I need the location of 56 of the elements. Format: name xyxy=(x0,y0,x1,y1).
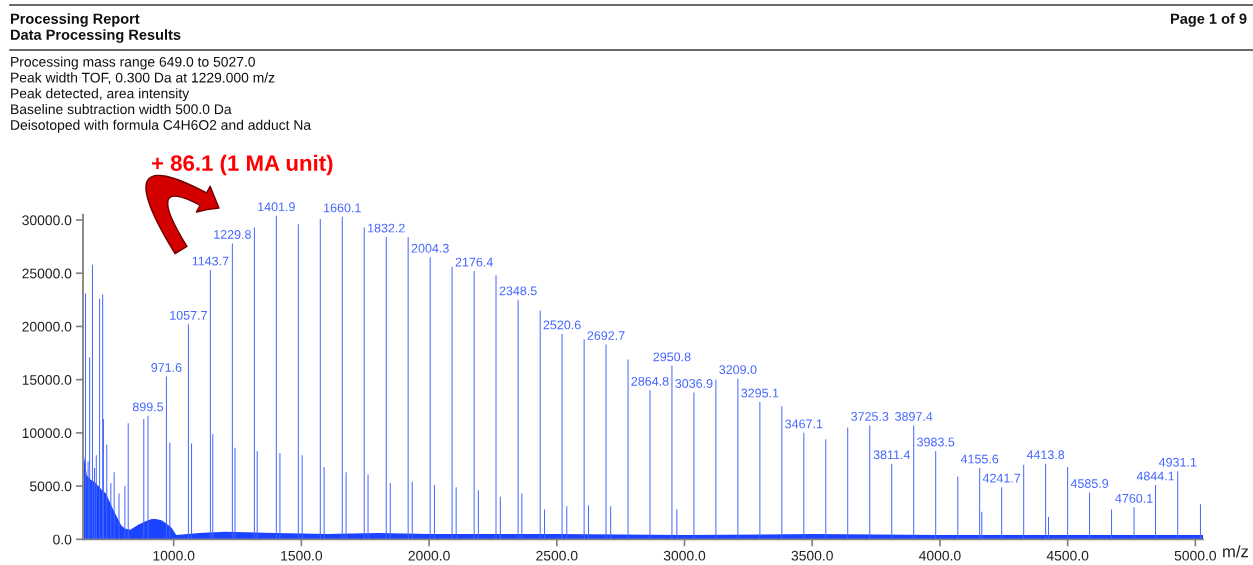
annotation: 1401.9 xyxy=(258,202,295,212)
chart-subtitle: Data Processing Results xyxy=(10,29,181,43)
annotation: 3811.4 xyxy=(873,450,911,460)
text: Processing mass range 649.0 to 5027.0 xyxy=(11,56,255,70)
annotation: 4413.8 xyxy=(1026,450,1065,460)
text: Baseline subtraction width 500.0 Da xyxy=(11,103,232,115)
annotation: 4760.1 xyxy=(1115,493,1153,503)
annotation: 1057.7 xyxy=(170,310,207,320)
annotation: 899.5 xyxy=(132,402,164,412)
annotation: 4241.7 xyxy=(982,473,1021,483)
y-tick-label: 5000.0 xyxy=(29,481,72,492)
annotation: 1660.1 xyxy=(324,203,361,213)
annotation: 2348.5 xyxy=(499,286,537,296)
y-tick-label: 25000.0 xyxy=(22,268,72,279)
annotation: 1229.8 xyxy=(214,230,251,239)
y-tick-label: 30000.0 xyxy=(22,215,72,226)
annotation: 4585.9 xyxy=(1070,479,1109,488)
annotation: 3983.5 xyxy=(917,437,955,447)
text: + 86.1 (1 MA unit) xyxy=(151,154,333,176)
annotation: 3036.9 xyxy=(675,379,713,388)
annotation: 3725.3 xyxy=(851,412,889,421)
x-tick-label: 5000.0 xyxy=(1174,550,1217,561)
x-tick-label: 2000.0 xyxy=(408,550,450,561)
x-axis-title: m/z xyxy=(1223,545,1249,558)
annotation: 971.6 xyxy=(151,363,182,372)
x-tick-label: 3500.0 xyxy=(791,550,833,561)
text: Deisotoped with formula C4H6O2 and adduct Na xyxy=(11,119,312,133)
annotation: 4844.1 xyxy=(1136,471,1175,481)
x-tick-label: 1000.0 xyxy=(153,550,195,561)
chart-title: Processing Report xyxy=(10,13,140,27)
y-tick-label: 10000.0 xyxy=(22,428,72,439)
x-tick-label: 2500.0 xyxy=(536,550,578,561)
y-tick-label: 20000.0 xyxy=(22,321,72,332)
annotation: 1143.7 xyxy=(192,256,229,266)
annotation: 2176.4 xyxy=(455,257,493,267)
y-tick-label: 0.0 xyxy=(53,534,72,545)
x-tick-label: 1500.0 xyxy=(281,550,323,561)
x-tick-label: 4500.0 xyxy=(1046,550,1089,561)
annotation: 2864.8 xyxy=(631,376,669,386)
annotation: 2950.8 xyxy=(653,352,691,362)
x-tick-label: 3000.0 xyxy=(663,550,706,561)
annotation: 4931.1 xyxy=(1158,457,1197,467)
y-tick-label: 15000.0 xyxy=(22,374,72,385)
annotation: 3209.0 xyxy=(719,365,757,375)
annotation: 2520.6 xyxy=(543,320,581,330)
annotation: 4155.6 xyxy=(960,454,999,464)
x-tick-label: 4000.0 xyxy=(919,550,961,561)
annotation: 1832.2 xyxy=(368,223,405,233)
annotation: 2004.3 xyxy=(411,243,449,253)
annotation: 2692.7 xyxy=(587,331,625,340)
annotation: 3467.1 xyxy=(785,419,823,429)
annotation: 3897.4 xyxy=(895,412,933,421)
text: Peak detected, area intensity xyxy=(11,88,190,102)
text: Page 1 of 9 xyxy=(1170,13,1247,27)
text: Peak width TOF, 0.300 Da at 1229.000 m/z xyxy=(11,72,275,85)
annotation: 3295.1 xyxy=(741,388,779,398)
